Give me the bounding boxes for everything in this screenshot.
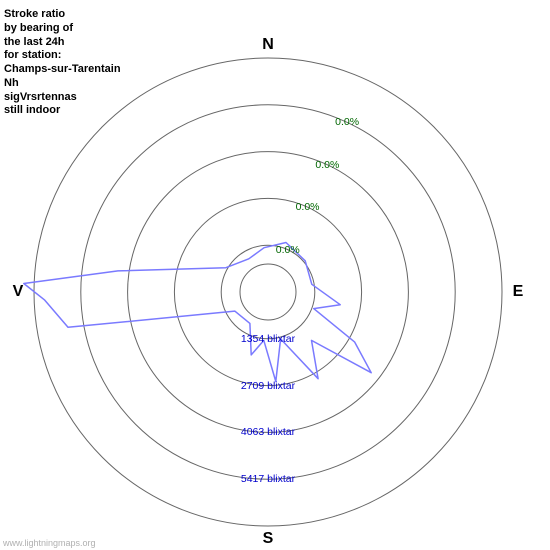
count-label: 1354 blixtar [241, 333, 295, 345]
count-label: 5417 blixtar [241, 473, 295, 485]
rose-polygon [24, 243, 371, 382]
cardinal-s: S [263, 530, 274, 548]
chart-title: Stroke ratio by bearing of the last 24h … [4, 8, 121, 118]
cardinal-n: N [262, 36, 274, 54]
count-label: 4063 blixtar [241, 426, 295, 438]
cardinal-e: E [513, 283, 524, 301]
percent-label: 0.0% [296, 201, 320, 213]
cardinal-v: V [13, 283, 24, 301]
percent-label: 0.0% [335, 116, 359, 128]
count-label: 2709 blixtar [241, 380, 295, 392]
footer-credit: www.lightningmaps.org [3, 538, 96, 548]
percent-label: 0.0% [276, 244, 300, 256]
center-hole [240, 264, 296, 320]
percent-label: 0.0% [315, 159, 339, 171]
